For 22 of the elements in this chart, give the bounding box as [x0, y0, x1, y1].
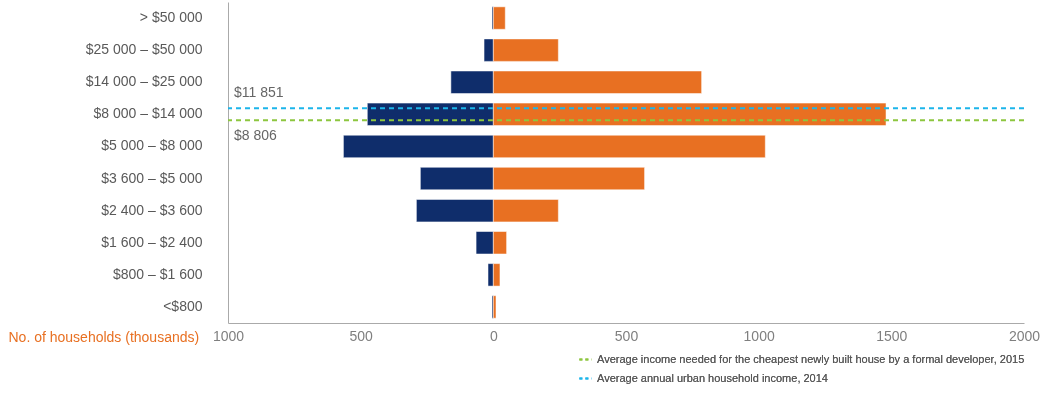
annotation: $8 806 — [234, 127, 278, 144]
x-axis-title: No. of households (thousands) — [8, 328, 200, 345]
y-tick-label: $8 000 – $14 000 — [93, 105, 203, 122]
x-tick-label: 500 — [349, 327, 374, 344]
x-tick-label: 1000 — [743, 327, 775, 344]
y-tick-label: $1 600 – $2 400 — [101, 233, 203, 250]
x-tick-label: 1000 — [212, 327, 245, 344]
x-tick-label: 0 — [489, 327, 498, 344]
x-tick-label: 500 — [614, 327, 639, 344]
y-tick-label: $800 – $1 600 — [112, 265, 203, 282]
y-tick-label: $2 400 – $3 600 — [101, 201, 203, 218]
x-tick-label: 2000 — [1008, 327, 1041, 344]
legend-label: Average income needed for the cheapest newly built house by a formal developer, 2015 — [597, 352, 1025, 365]
annotation: $11 851 — [234, 84, 284, 101]
legend-label: Average annual urban household income, 2014 — [597, 371, 828, 384]
y-tick-label: $5 000 – $8 000 — [101, 137, 203, 154]
y-tick-label: <$800 — [163, 297, 203, 314]
y-tick-label: $3 600 – $5 000 — [101, 169, 203, 186]
y-tick-label: > $50 000 — [139, 9, 203, 26]
x-tick-label: 1500 — [876, 327, 908, 344]
y-tick-label: $14 000 – $25 000 — [85, 73, 203, 90]
y-tick-label: $25 000 – $50 000 — [85, 41, 203, 58]
